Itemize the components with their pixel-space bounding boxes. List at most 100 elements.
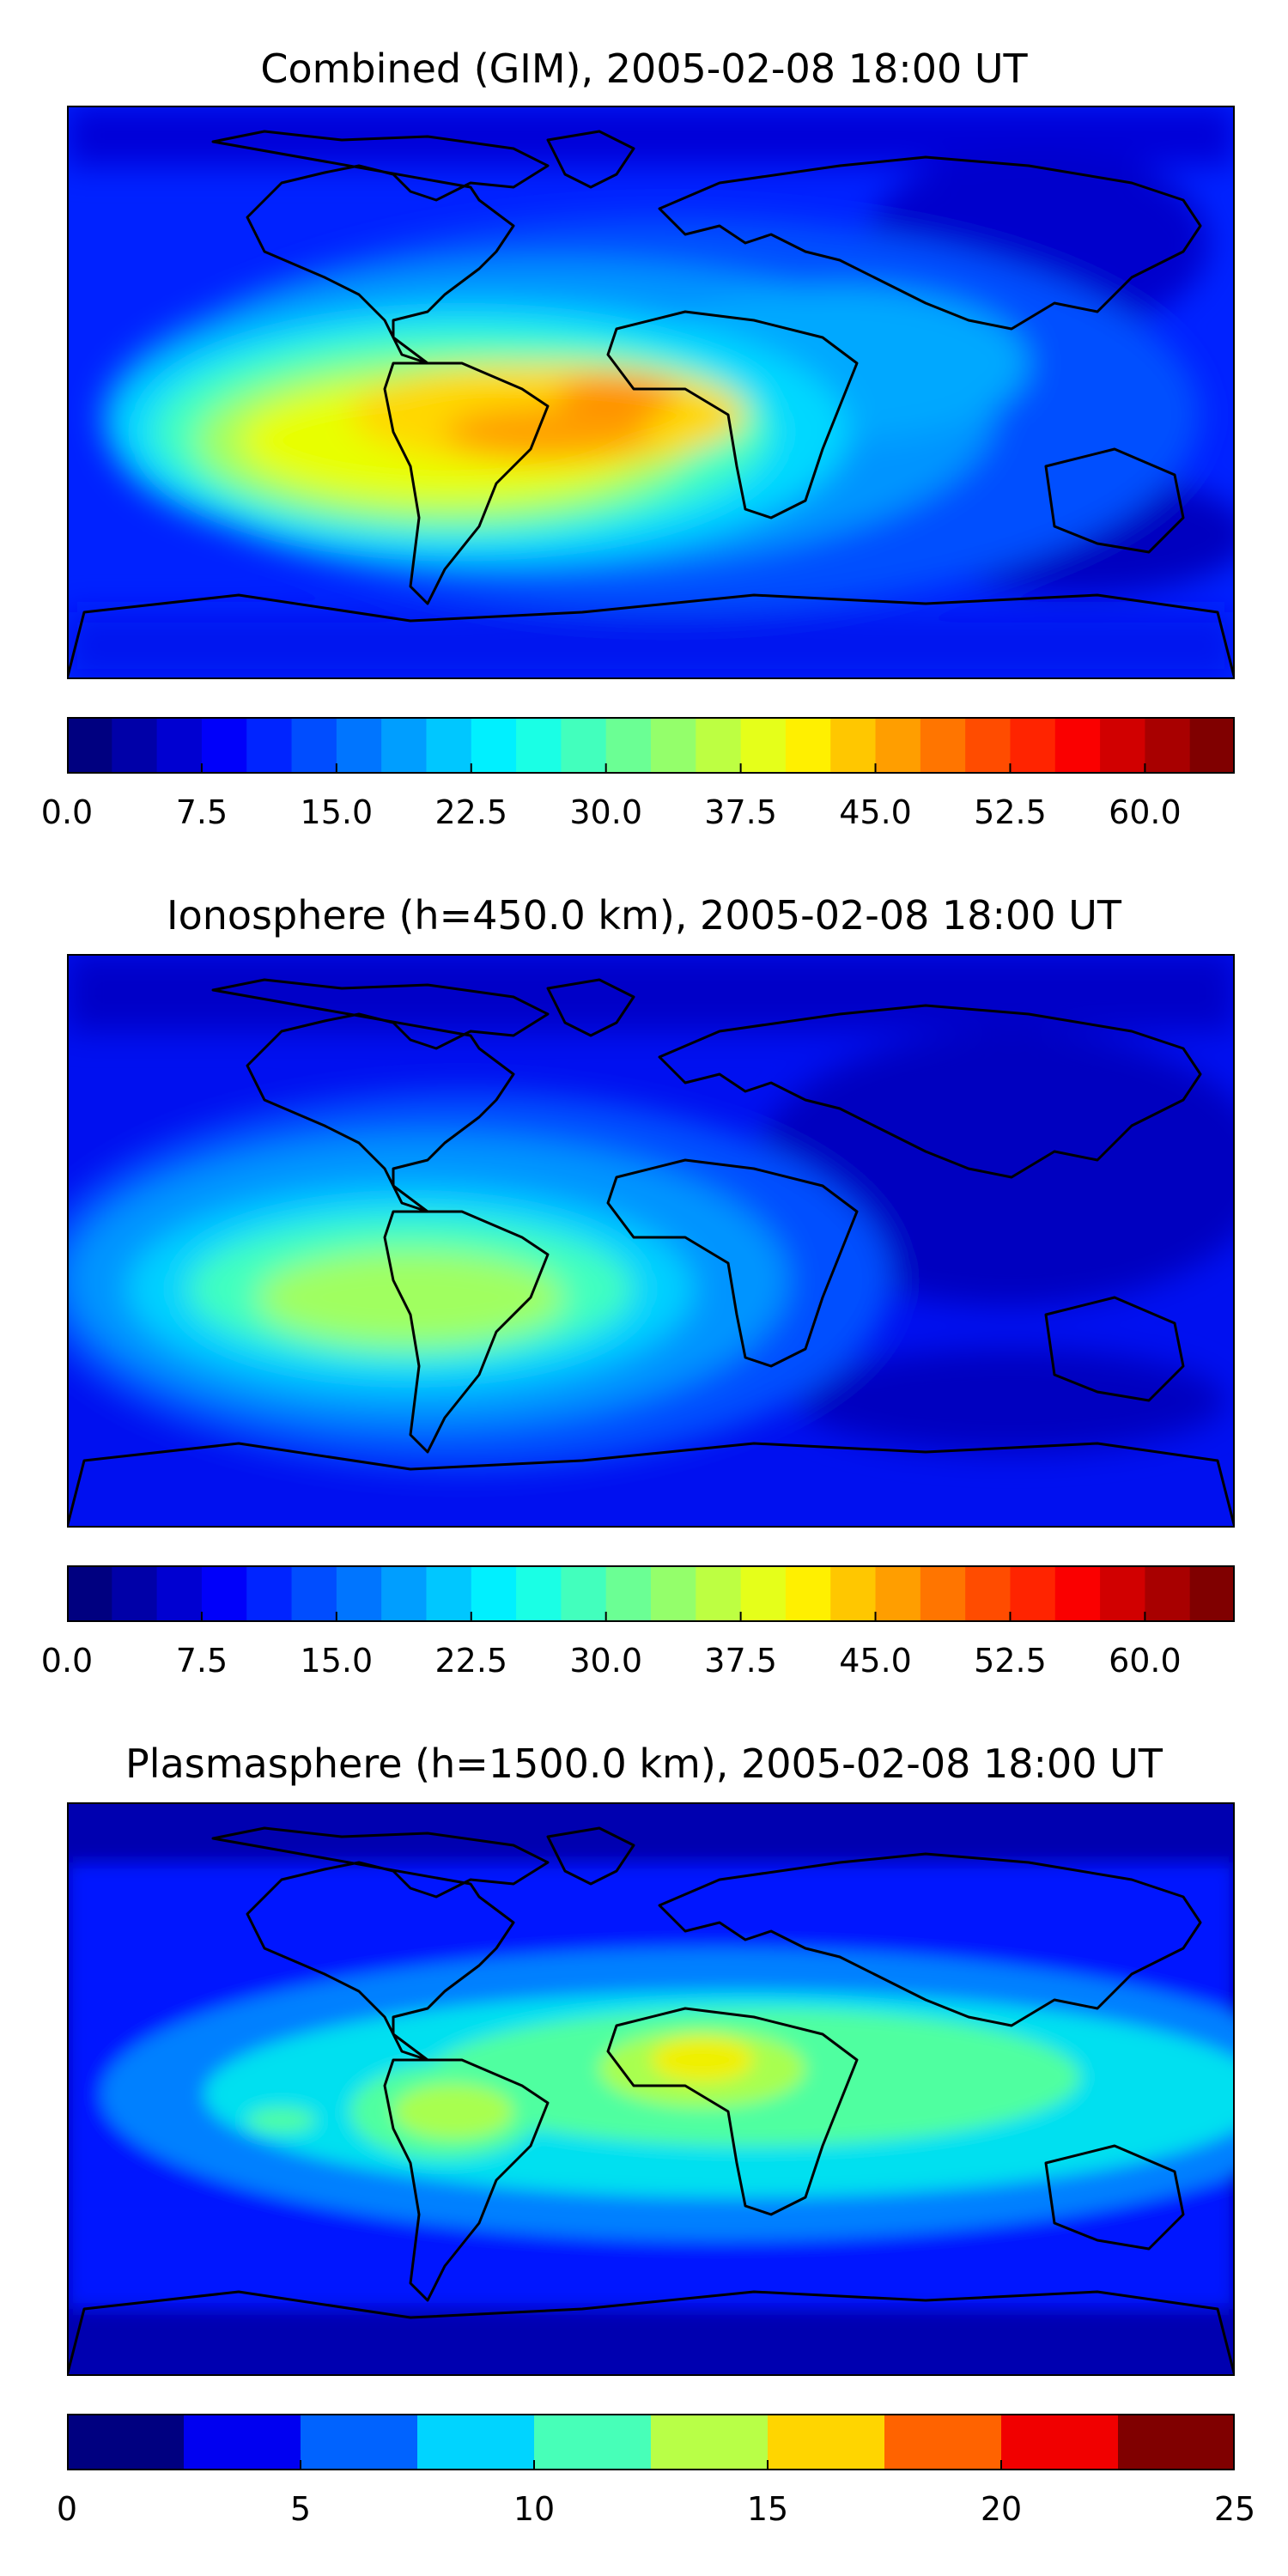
colorbar-segment [785,717,831,774]
colorbar-segment [516,1565,562,1622]
colorbar-segment [1145,1565,1191,1622]
colorbar-segment [67,1565,112,1622]
colorbar-tick-label: 52.5 [974,793,1047,831]
map-title-plasmasphere: Plasmasphere (h=1500.0 km), 2005-02-08 1… [125,1741,1163,1787]
colorbar-tick-label: 7.5 [175,793,228,831]
colorbar-segment [291,1565,337,1622]
colorbar-tick-label: 60.0 [1109,1642,1182,1680]
colorbar-segment [884,2414,1002,2470]
tec-field [67,106,1235,679]
colorbar-ticks-combined: 0.0 7.5 15.0 22.5 30.0 37.5 45.0 52.5 60.0 [41,793,1235,835]
colorbar-tick-label: 0.0 [40,1642,94,1680]
colorbar-tick-label: 10 [513,2490,556,2528]
map-plasmasphere-tec [67,1802,1235,2376]
map-ionosphere-tec [67,954,1235,1528]
colorbar-segment [1100,1565,1145,1622]
colorbar-segment [1001,2414,1119,2470]
colorbar-segment [112,717,158,774]
colorbar-tick-label: 45.0 [839,1642,912,1680]
colorbar-segment [417,2414,535,2470]
colorbar-segment [426,717,472,774]
colorbar-segment [1010,717,1056,774]
tec-field [67,954,1235,1469]
colorbar-segment [830,1565,877,1622]
colorbar-tick-label: 37.5 [704,1642,777,1680]
colorbar-segment [471,717,517,774]
colorbar-tick-label: 52.5 [974,1642,1047,1680]
colorbar-segment [1010,1565,1056,1622]
colorbar-segment [67,2414,185,2470]
colorbar-segment [651,2414,769,2470]
colorbar-segment [1145,717,1191,774]
map-title-combined: Combined (GIM), 2005-02-08 18:00 UT [260,46,1028,92]
coastlines [67,1826,1235,2376]
colorbar-segment [830,717,877,774]
colorbar-tick-label: 30.0 [569,793,642,831]
colorbar-segment [112,1565,158,1622]
colorbar-segment [920,717,966,774]
colorbar-segment [561,1565,607,1622]
colorbar-segment [965,717,1012,774]
colorbar-segment [471,1565,517,1622]
colorbar-segment [875,1565,921,1622]
colorbar-segment [201,717,247,774]
colorbar-plasmasphere [67,2414,1235,2470]
colorbar-segment [1054,717,1101,774]
colorbar-tick-label: 15.0 [300,793,374,831]
colorbar-ionosphere [67,1565,1235,1622]
colorbar-segment [1054,1565,1101,1622]
map-frame [67,106,1235,679]
colorbar-segment [1189,717,1235,774]
colorbar-tick-label: 22.5 [434,1642,508,1680]
tec-field [67,1862,1235,2309]
colorbar-segment [1189,1565,1235,1622]
colorbar-tick-label: 37.5 [704,793,777,831]
map-combined-tec [67,106,1235,679]
colorbar-segment [201,1565,247,1622]
colorbar-tick-label: 30.0 [569,1642,642,1680]
colorbar-segment [534,2414,652,2470]
colorbar-segment [740,717,787,774]
colorbar-tick-label: 7.5 [175,1642,228,1680]
colorbar-segment [381,717,428,774]
map-title-ionosphere: Ionosphere (h=450.0 km), 2005-02-08 18:0… [167,892,1121,939]
colorbar-segment [605,1565,652,1622]
colorbar-segment [381,1565,428,1622]
colorbar-tick-label: 60.0 [1109,793,1182,831]
colorbar-combined [67,717,1235,774]
colorbar-segment [651,717,696,774]
colorbar-segment [67,717,112,774]
colorbar-tick-label: 5 [289,2490,312,2528]
colorbar-tick-label: 25 [1213,2490,1256,2528]
colorbar-segment [785,1565,831,1622]
colorbar-tick-label: 20 [980,2490,1023,2528]
colorbar-frame [67,717,1235,774]
colorbar-segment [965,1565,1012,1622]
colorbar-segment [696,717,742,774]
colorbar-segment [1100,717,1145,774]
colorbar-segment [561,717,607,774]
colorbar-ticks-ionosphere: 0.0 7.5 15.0 22.5 30.0 37.5 45.0 52.5 60.0 [41,1641,1235,1684]
colorbar-ticks-plasmasphere: 0 5 10 15 20 25 [57,2489,1255,2532]
colorbar-segment [426,1565,472,1622]
colorbar-segment [651,1565,696,1622]
coastlines [67,978,1235,1528]
colorbar-segment [336,1565,382,1622]
colorbar-segment [301,2414,418,2470]
colorbar-segment [246,717,293,774]
colorbar-segment [184,2414,301,2470]
colorbar-tick-label: 22.5 [434,793,508,831]
colorbar-segment [768,2414,885,2470]
colorbar-tick-label: 0 [56,2490,78,2528]
colorbar-frame [67,2414,1235,2470]
map-frame [67,1802,1235,2376]
coastlines [67,130,1235,679]
colorbar-segment [156,1565,203,1622]
colorbar-segment [156,717,203,774]
colorbar-segment [291,717,337,774]
colorbar-segment [336,717,382,774]
colorbar-segment [605,717,652,774]
colorbar-segment [920,1565,966,1622]
colorbar-segment [516,717,562,774]
colorbar-tick-label: 0.0 [40,793,94,831]
